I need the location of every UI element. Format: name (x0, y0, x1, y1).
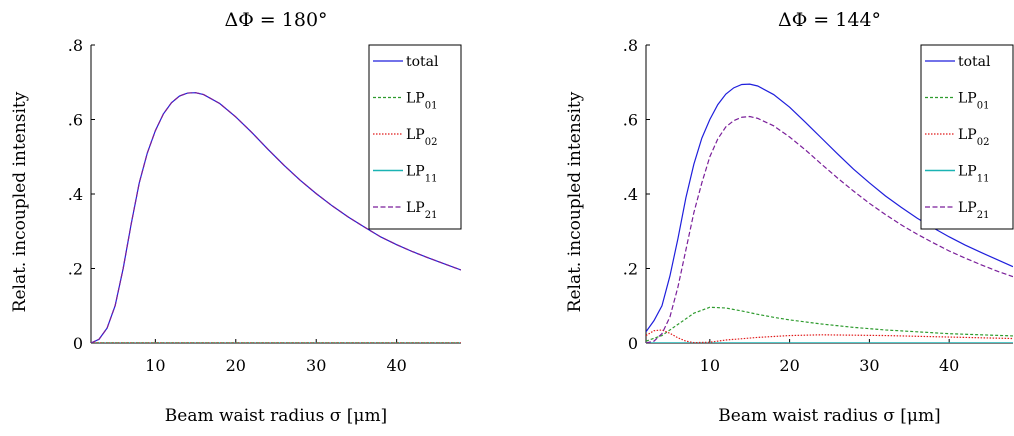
x-tick-label: 10 (145, 356, 165, 375)
y-tick-label: .8 (623, 36, 638, 55)
legend-label-total: total (958, 54, 991, 70)
legend-label-lp11: LP11 (958, 164, 989, 185)
legend: total LP01 LP02 LP11 LP21 (368, 44, 462, 230)
series-line-lp02 (646, 329, 1013, 343)
y-axis-label: Relat. incoupled intensity (10, 91, 30, 312)
legend-label-lp02: LP02 (958, 127, 989, 148)
x-axis-label: Beam waist radius σ [μm] (718, 406, 940, 426)
x-tick-label: 40 (939, 356, 959, 375)
chart-title: ΔΦ = 144° (778, 9, 881, 31)
chart-title: ΔΦ = 180° (224, 9, 327, 31)
series-line-lp21 (91, 92, 461, 343)
legend-label-lp21: LP21 (958, 200, 989, 221)
chart-panel-1: ΔΦ = 180° 0 .2 .4 .6 .8 10 20 30 40 Beam waist rad… (10, 9, 462, 426)
legend: total LP01 LP02 LP11 LP21 (920, 44, 1014, 230)
legend-label-lp01: LP01 (958, 91, 989, 112)
y-tick-label: .2 (623, 260, 638, 279)
legend-box (368, 44, 462, 230)
legend-label-lp11: LP11 (406, 164, 437, 185)
x-tick-label: 30 (306, 356, 326, 375)
x-tick-label: 20 (226, 356, 246, 375)
series-line-lp01 (646, 306, 1013, 342)
legend-label-lp01: LP01 (406, 91, 437, 112)
y-tick-label: .8 (68, 36, 83, 55)
y-tick-label: .4 (623, 185, 638, 204)
y-tick-label: 0 (628, 334, 638, 353)
x-tick-label: 40 (386, 356, 406, 375)
series-line-lp21 (646, 115, 1013, 343)
y-tick-label: 0 (73, 334, 83, 353)
y-tick-label: .6 (68, 111, 83, 130)
y-axis-label: Relat. incoupled intensity (565, 91, 585, 312)
legend-label-lp02: LP02 (406, 127, 437, 148)
chart-panel-2: ΔΦ = 144° 0 .2 .4 .6 .8 10 20 30 40 Beam waist rad… (565, 9, 1014, 426)
x-tick-label: 10 (700, 356, 720, 375)
x-axis-label: Beam waist radius σ [μm] (165, 406, 387, 426)
x-tick-label: 30 (859, 356, 879, 375)
y-tick-label: .6 (623, 111, 638, 130)
legend-label-total: total (406, 54, 439, 70)
legend-label-lp21: LP21 (406, 200, 437, 221)
y-tick-label: .4 (68, 185, 83, 204)
legend-box (920, 44, 1014, 230)
y-tick-label: .2 (68, 260, 83, 279)
x-tick-label: 20 (779, 356, 799, 375)
